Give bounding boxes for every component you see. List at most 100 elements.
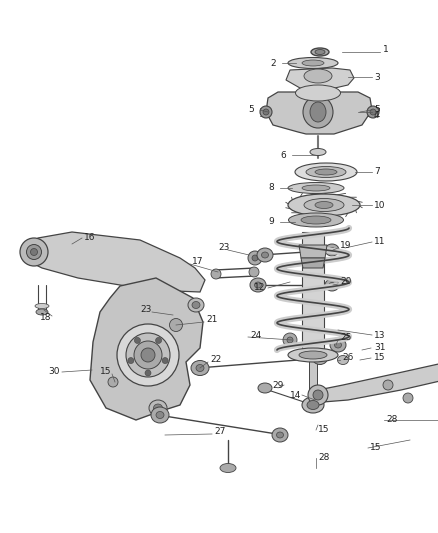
Ellipse shape <box>149 400 167 416</box>
Ellipse shape <box>306 166 346 177</box>
Ellipse shape <box>295 163 357 181</box>
Polygon shape <box>309 355 317 400</box>
Ellipse shape <box>249 267 259 277</box>
Ellipse shape <box>299 351 327 359</box>
Ellipse shape <box>260 106 272 118</box>
Ellipse shape <box>258 383 272 393</box>
Ellipse shape <box>192 302 200 309</box>
Ellipse shape <box>151 407 169 423</box>
Ellipse shape <box>325 244 339 256</box>
Ellipse shape <box>287 337 293 343</box>
Ellipse shape <box>162 358 168 364</box>
Ellipse shape <box>155 337 162 343</box>
Text: 21: 21 <box>206 316 217 325</box>
Text: 28: 28 <box>318 454 329 463</box>
Ellipse shape <box>117 324 179 386</box>
Ellipse shape <box>288 194 360 216</box>
Ellipse shape <box>254 282 261 288</box>
Ellipse shape <box>370 109 376 115</box>
Text: 3: 3 <box>374 72 380 82</box>
Ellipse shape <box>283 333 297 347</box>
Ellipse shape <box>170 319 183 332</box>
Text: 16: 16 <box>84 233 95 243</box>
Ellipse shape <box>211 269 221 279</box>
Text: 23: 23 <box>218 244 230 253</box>
Polygon shape <box>90 278 203 420</box>
Ellipse shape <box>145 370 151 376</box>
Ellipse shape <box>126 333 170 377</box>
Ellipse shape <box>168 308 182 322</box>
Text: 22: 22 <box>210 356 221 365</box>
Ellipse shape <box>307 400 319 409</box>
Ellipse shape <box>304 198 344 212</box>
Text: 13: 13 <box>374 330 385 340</box>
Ellipse shape <box>141 348 155 362</box>
Text: 9: 9 <box>268 217 274 227</box>
Ellipse shape <box>252 255 258 261</box>
Ellipse shape <box>36 309 48 315</box>
Ellipse shape <box>302 185 330 191</box>
Ellipse shape <box>263 109 269 115</box>
Ellipse shape <box>338 356 349 365</box>
Polygon shape <box>302 232 324 360</box>
Text: 7: 7 <box>374 167 380 176</box>
Ellipse shape <box>153 404 162 412</box>
Ellipse shape <box>311 48 329 56</box>
Polygon shape <box>318 355 438 402</box>
Ellipse shape <box>257 248 273 262</box>
Ellipse shape <box>310 149 326 156</box>
Ellipse shape <box>35 303 49 309</box>
Text: 19: 19 <box>340 241 352 251</box>
Ellipse shape <box>27 245 42 260</box>
Text: 31: 31 <box>374 343 385 352</box>
Ellipse shape <box>261 252 268 258</box>
Ellipse shape <box>315 169 337 175</box>
Text: 11: 11 <box>374 238 385 246</box>
Text: 15: 15 <box>370 443 381 453</box>
Text: 5: 5 <box>248 106 254 115</box>
Ellipse shape <box>31 248 38 255</box>
Ellipse shape <box>315 50 325 54</box>
Text: 8: 8 <box>268 183 274 192</box>
Text: 20: 20 <box>340 278 351 287</box>
Polygon shape <box>266 92 372 134</box>
Ellipse shape <box>188 298 204 312</box>
Ellipse shape <box>196 365 204 372</box>
Ellipse shape <box>308 385 328 405</box>
Text: 17: 17 <box>192 257 204 266</box>
Ellipse shape <box>191 360 209 376</box>
Text: 15: 15 <box>100 367 112 376</box>
Ellipse shape <box>172 312 178 318</box>
Text: 24: 24 <box>250 330 261 340</box>
Ellipse shape <box>276 432 283 438</box>
Polygon shape <box>286 68 354 90</box>
Ellipse shape <box>248 251 262 265</box>
Ellipse shape <box>250 278 266 292</box>
Ellipse shape <box>329 247 335 253</box>
Ellipse shape <box>288 348 338 362</box>
Ellipse shape <box>134 337 141 343</box>
Ellipse shape <box>302 60 324 66</box>
Ellipse shape <box>304 69 332 83</box>
Ellipse shape <box>288 58 338 69</box>
Polygon shape <box>299 245 327 258</box>
Ellipse shape <box>303 96 333 128</box>
Text: 2: 2 <box>270 59 276 68</box>
Text: 15: 15 <box>318 425 329 434</box>
Ellipse shape <box>20 238 48 266</box>
Text: 18: 18 <box>40 313 52 322</box>
Ellipse shape <box>156 411 164 418</box>
Ellipse shape <box>272 428 288 442</box>
Text: 29: 29 <box>272 381 283 390</box>
Ellipse shape <box>310 102 326 122</box>
Ellipse shape <box>367 106 379 118</box>
Ellipse shape <box>317 355 324 361</box>
Ellipse shape <box>128 358 134 364</box>
Ellipse shape <box>108 377 118 387</box>
Ellipse shape <box>289 213 343 227</box>
Text: 30: 30 <box>48 367 60 376</box>
Ellipse shape <box>296 85 340 101</box>
Ellipse shape <box>330 338 346 352</box>
Ellipse shape <box>335 342 342 348</box>
Text: 27: 27 <box>214 427 226 437</box>
